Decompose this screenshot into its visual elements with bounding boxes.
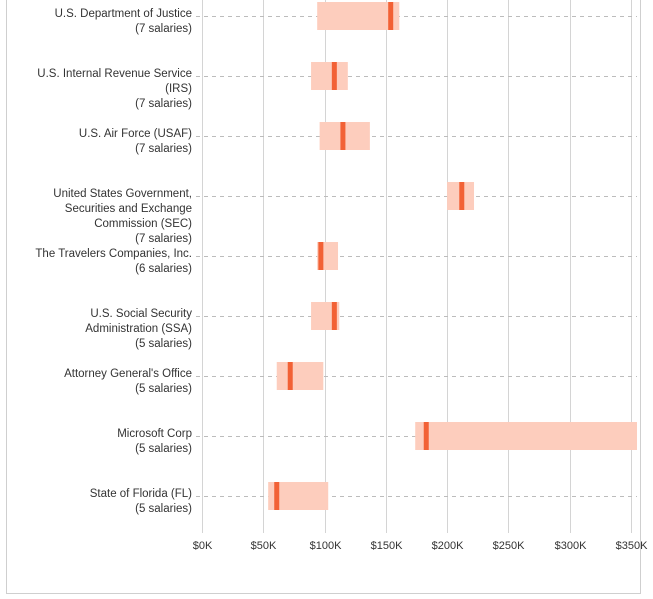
gridlines [202, 0, 632, 533]
category-label: (7 salaries) [135, 23, 192, 35]
category-label: (7 salaries) [135, 143, 192, 155]
x-tick-label: $200K [432, 540, 464, 552]
median-mark [340, 122, 346, 150]
category-label: (6 salaries) [135, 263, 192, 275]
range-bars [268, 2, 637, 510]
category-label: Administration (SSA) [85, 323, 192, 335]
median-mark [388, 2, 394, 30]
chart-frame [6, 0, 641, 594]
category-label: U.S. Internal Revenue Service [37, 68, 192, 80]
category-label: Securities and Exchange [65, 203, 192, 215]
median-mark [459, 182, 465, 210]
category-label: Microsoft Corp [117, 428, 192, 440]
category-label: (7 salaries) [135, 233, 192, 245]
category-label: (5 salaries) [135, 338, 192, 350]
range-bar [311, 62, 348, 90]
range-bar [317, 2, 400, 30]
median-mark [423, 422, 429, 450]
x-tick-label: $0K [193, 540, 213, 552]
category-label: U.S. Air Force (USAF) [79, 128, 192, 140]
x-tick-label: $350K [616, 540, 648, 552]
x-tick-label: $150K [371, 540, 403, 552]
category-label: (IRS) [165, 83, 192, 95]
median-mark [331, 302, 337, 330]
category-label: The Travelers Companies, Inc. [35, 248, 192, 260]
x-axis-ticks: $0K $50K $100K $150K $200K $250K $300K $350K [193, 540, 648, 552]
category-label: (7 salaries) [135, 98, 192, 110]
category-label: United States Government, [53, 188, 192, 200]
category-label: State of Florida (FL) [90, 488, 192, 500]
x-tick-label: $100K [310, 540, 342, 552]
median-mark [318, 242, 324, 270]
range-bar [415, 422, 637, 450]
category-label: U.S. Department of Justice [55, 8, 192, 20]
category-label: (5 salaries) [135, 383, 192, 395]
range-bar [276, 362, 324, 390]
category-label: U.S. Social Security [90, 308, 192, 320]
x-tick-label: $50K [251, 540, 277, 552]
x-tick-label: $300K [555, 540, 587, 552]
median-mark [331, 62, 337, 90]
category-labels: U.S. Department of Justice (7 salaries) U.… [35, 8, 192, 515]
median-mark [274, 482, 280, 510]
category-label: Attorney General's Office [64, 368, 192, 380]
category-label: (5 salaries) [135, 503, 192, 515]
x-tick-label: $250K [493, 540, 525, 552]
category-label: Commission (SEC) [94, 218, 192, 230]
category-label: (5 salaries) [135, 443, 192, 455]
median-mark [287, 362, 293, 390]
